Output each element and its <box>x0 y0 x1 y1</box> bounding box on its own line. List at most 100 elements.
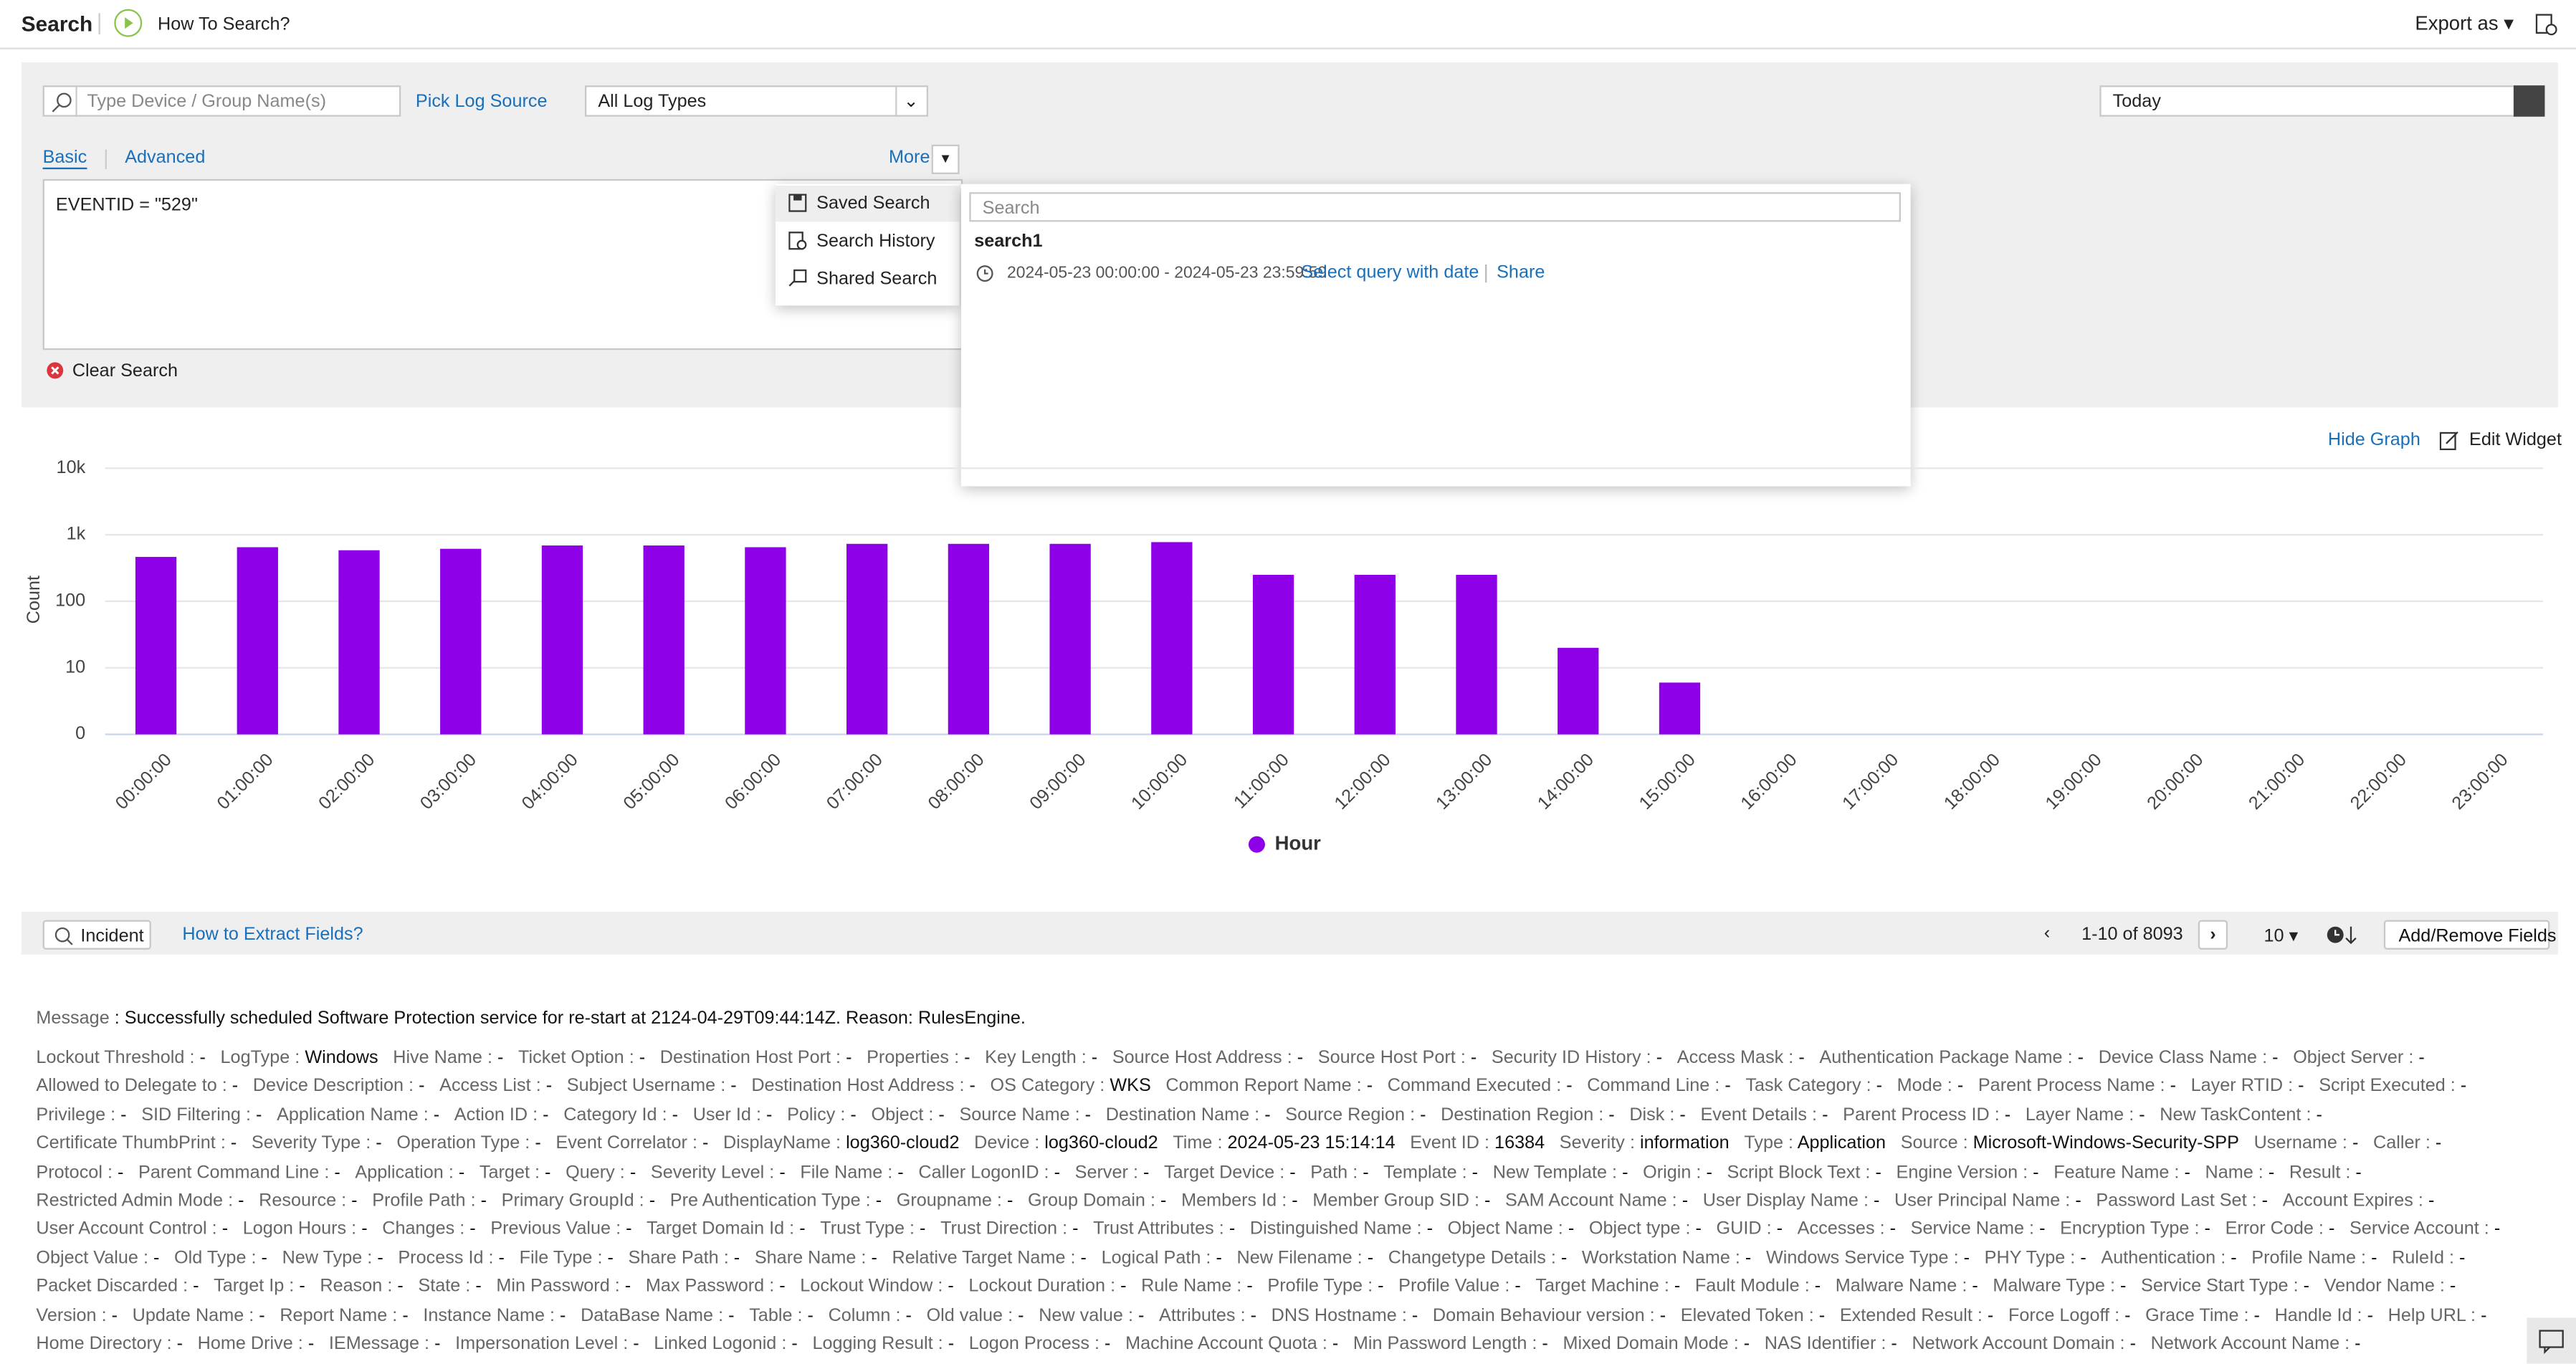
field: Profile Name : - <box>2251 1245 2377 1274</box>
field-value: - <box>672 1105 679 1125</box>
menu-item[interactable]: Shared Search <box>816 269 938 290</box>
log-type-select[interactable]: All Log Types ⌄ <box>584 85 929 117</box>
field-name: File Name <box>800 1162 883 1183</box>
x-tick-label: 15:00:00 <box>1636 750 1699 814</box>
field-separator: : <box>2109 1277 2115 1297</box>
field-separator: : <box>1236 1277 1242 1297</box>
clear-icon[interactable] <box>46 361 64 379</box>
field: Profile Type : - <box>1267 1274 1383 1302</box>
menu-item[interactable]: Search History <box>816 232 935 252</box>
help-link[interactable]: How To Search? <box>158 14 290 35</box>
field: Query : - <box>566 1159 636 1188</box>
field-separator: : <box>251 1248 257 1269</box>
field-name: Security ID History <box>1491 1048 1641 1068</box>
field-value: - <box>1137 1305 1145 1325</box>
share-link[interactable]: Share <box>1497 262 1545 283</box>
field-name: User Principal Name <box>1894 1191 2061 1211</box>
field-separator: : <box>2450 1077 2456 1097</box>
query-text: EVENTID = "529" <box>55 195 198 216</box>
saved-search-input[interactable]: Search <box>969 192 1901 222</box>
field-value: - <box>1018 1305 1024 1325</box>
field: Engine Version : - <box>1897 1159 2039 1188</box>
field: Min Password Length : - <box>1353 1331 1548 1360</box>
device-placeholder: Type Device / Group Name(s) <box>87 92 326 112</box>
field: Severity Level : - <box>651 1159 786 1188</box>
field-value: - <box>1622 1162 1628 1183</box>
field-value: - <box>2355 1162 2362 1183</box>
field-name: Parent Process Name <box>1978 1077 2155 1097</box>
field-name: Impersonation Level <box>455 1334 619 1354</box>
extract-link[interactable]: How to Extract Fields? <box>182 925 363 945</box>
play-icon[interactable] <box>113 8 143 37</box>
field-value: - <box>1818 1305 1826 1325</box>
chat-button[interactable] <box>2527 1317 2576 1364</box>
tab-advanced[interactable]: Advanced <box>125 148 206 168</box>
field-value: - <box>1963 1248 1970 1269</box>
incident-button[interactable]: Incident <box>42 920 151 950</box>
field-separator: : <box>1947 1077 1952 1097</box>
field-value: - <box>1160 1191 1167 1211</box>
edit-widget[interactable]: Edit Widget <box>2469 430 2562 451</box>
field-separator: : <box>2418 1191 2423 1211</box>
prev-page[interactable]: ‹ <box>2043 923 2051 943</box>
field-separator: : <box>549 1305 555 1325</box>
field: Server : - <box>1075 1159 1150 1188</box>
period-select[interactable]: Today <box>2099 85 2545 117</box>
sort-icon[interactable] <box>2327 923 2360 946</box>
field-separator: : <box>110 1105 116 1125</box>
pick-log-source[interactable]: Pick Log Source <box>415 92 548 112</box>
field-separator: : <box>629 1048 634 1068</box>
select-query-link[interactable]: Select query with date <box>1301 262 1479 283</box>
next-page[interactable]: › <box>2198 920 2228 950</box>
field-separator: : <box>1279 1162 1285 1183</box>
field-list: Lockout Threshold : - LogType : Windows Hi… <box>36 1045 2549 1360</box>
field-separator: : <box>2293 1277 2299 1297</box>
page-size[interactable]: 10 ▾ <box>2263 926 2299 947</box>
export-button[interactable]: Export as ▾ <box>2415 11 2514 35</box>
field-name: Network Account Domain <box>1912 1334 2115 1354</box>
field-name: Source Host Address <box>1112 1048 1282 1068</box>
field: Min Password : - <box>496 1274 631 1302</box>
edit-icon[interactable] <box>2439 431 2460 451</box>
add-remove-fields[interactable]: Add/Remove Fields <box>2383 920 2557 950</box>
calendar-button[interactable] <box>2513 85 2545 117</box>
tab-basic[interactable]: Basic <box>42 148 87 170</box>
settings-icon[interactable] <box>2535 13 2558 36</box>
field: Service Account : - <box>2350 1216 2500 1245</box>
hide-graph[interactable]: Hide Graph <box>2327 430 2420 451</box>
field-name: Device Class Name <box>2098 1048 2258 1068</box>
field: Old value : - <box>927 1302 1024 1331</box>
incident-icon <box>54 927 73 945</box>
field: Members Id : - <box>1181 1188 1298 1216</box>
field-separator: : <box>366 1134 371 1154</box>
field-value: - <box>361 1219 368 1240</box>
more-button[interactable]: ▼ <box>931 144 960 174</box>
field-value: - <box>232 1077 239 1097</box>
device-input[interactable]: Type Device / Group Name(s) <box>42 85 401 117</box>
field-name: Share Name <box>754 1248 857 1269</box>
x-tick-label: 18:00:00 <box>1940 750 2004 814</box>
field-value: - <box>1776 1219 1783 1240</box>
field: Resource : - <box>259 1188 357 1216</box>
more-link[interactable]: More <box>889 148 930 168</box>
period-value: Today <box>2112 92 2161 112</box>
field-separator: : <box>367 1248 373 1269</box>
field: Account Expires : - <box>2283 1188 2435 1216</box>
field-value: - <box>1566 1077 1573 1097</box>
field: File Type : - <box>520 1245 614 1274</box>
field: Max Password : - <box>646 1274 786 1302</box>
field-separator: : <box>2194 1219 2200 1240</box>
field: Device Description : - <box>253 1074 425 1102</box>
field: Workstation Name : - <box>1582 1245 1751 1274</box>
field: Lockout Window : - <box>800 1274 953 1302</box>
field-separator: : <box>2306 1105 2312 1125</box>
field-separator: : <box>2439 1277 2445 1297</box>
field-name: Allowed to Delegate to <box>36 1077 217 1097</box>
field: Password Last Set : - <box>2096 1188 2268 1216</box>
menu-item[interactable]: Saved Search <box>816 194 930 214</box>
clear-search[interactable]: Clear Search <box>72 361 178 381</box>
field-name: Grace Time <box>2145 1305 2239 1325</box>
field-separator: : <box>2129 1105 2134 1125</box>
field: New Filename : - <box>1236 1245 1373 1274</box>
field-value: - <box>1378 1277 1384 1297</box>
